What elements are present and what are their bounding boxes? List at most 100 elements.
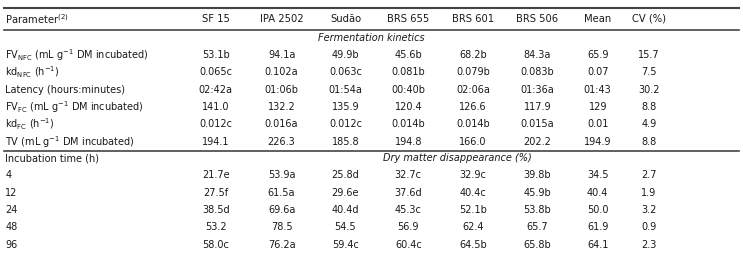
Text: CV (%): CV (%): [632, 14, 666, 24]
Text: BRS 506: BRS 506: [516, 14, 559, 24]
Text: Mean: Mean: [584, 14, 611, 24]
Text: 24: 24: [5, 205, 18, 215]
Text: 0.016a: 0.016a: [265, 119, 299, 130]
Text: 135.9: 135.9: [331, 102, 360, 112]
Text: 1.9: 1.9: [641, 187, 657, 198]
Text: Dry matter disappearance (%): Dry matter disappearance (%): [383, 153, 531, 164]
Text: IPA 2502: IPA 2502: [260, 14, 303, 24]
Text: 32.7c: 32.7c: [395, 170, 422, 180]
Text: 49.9b: 49.9b: [331, 50, 360, 60]
Text: 65.9: 65.9: [587, 50, 609, 60]
Text: 60.4c: 60.4c: [395, 240, 422, 250]
Text: 01:54a: 01:54a: [328, 84, 363, 95]
Text: 59.4c: 59.4c: [332, 240, 359, 250]
Text: 01:06b: 01:06b: [265, 84, 299, 95]
Text: 48: 48: [5, 222, 17, 232]
Text: 01:43: 01:43: [584, 84, 611, 95]
Text: 194.9: 194.9: [584, 137, 611, 147]
Text: 40.4d: 40.4d: [331, 205, 360, 215]
Text: 15.7: 15.7: [638, 50, 660, 60]
Text: 29.6e: 29.6e: [331, 187, 360, 198]
Text: 2.3: 2.3: [641, 240, 657, 250]
Text: TV (mL g$^{-1}$ DM incubated): TV (mL g$^{-1}$ DM incubated): [5, 134, 135, 150]
Text: 45.6b: 45.6b: [395, 50, 422, 60]
Text: 27.5f: 27.5f: [204, 187, 228, 198]
Text: 53.2: 53.2: [205, 222, 227, 232]
Text: 2.7: 2.7: [641, 170, 657, 180]
Text: 02:42a: 02:42a: [199, 84, 233, 95]
Text: 76.2a: 76.2a: [267, 240, 296, 250]
Text: 94.1a: 94.1a: [268, 50, 295, 60]
Text: 69.6a: 69.6a: [268, 205, 295, 215]
Text: 8.8: 8.8: [641, 102, 657, 112]
Text: 0.083b: 0.083b: [521, 67, 554, 77]
Text: 0.014b: 0.014b: [456, 119, 490, 130]
Text: 120.4: 120.4: [395, 102, 422, 112]
Text: 01:36a: 01:36a: [521, 84, 554, 95]
Text: 45.9b: 45.9b: [524, 187, 551, 198]
Text: Incubation time (h): Incubation time (h): [5, 153, 100, 164]
Text: 50.0: 50.0: [587, 205, 609, 215]
Text: Latency (hours:minutes): Latency (hours:minutes): [5, 84, 126, 95]
Text: SF 15: SF 15: [202, 14, 230, 24]
Text: $\mathrm{kd_{FC}}$ (h$^{-1}$): $\mathrm{kd_{FC}}$ (h$^{-1}$): [5, 117, 54, 132]
Text: 37.6d: 37.6d: [395, 187, 422, 198]
Text: 7.5: 7.5: [641, 67, 657, 77]
Text: 38.5d: 38.5d: [202, 205, 230, 215]
Text: 45.3c: 45.3c: [395, 205, 422, 215]
Text: 117.9: 117.9: [524, 102, 551, 112]
Text: 96: 96: [5, 240, 17, 250]
Text: 0.9: 0.9: [641, 222, 657, 232]
Text: 0.065c: 0.065c: [199, 67, 233, 77]
Text: 0.102a: 0.102a: [265, 67, 299, 77]
Text: Parameter$^{(2)}$: Parameter$^{(2)}$: [5, 12, 69, 26]
Text: 00:40b: 00:40b: [392, 84, 425, 95]
Text: 53.9a: 53.9a: [267, 170, 296, 180]
Text: 0.063c: 0.063c: [329, 67, 362, 77]
Text: 141.0: 141.0: [202, 102, 230, 112]
Text: 0.079b: 0.079b: [456, 67, 490, 77]
Text: 12: 12: [5, 187, 18, 198]
Text: 4: 4: [5, 170, 11, 180]
Text: $\mathrm{FV_{FC}}$ (mL g$^{-1}$ DM incubated): $\mathrm{FV_{FC}}$ (mL g$^{-1}$ DM incub…: [5, 99, 144, 115]
Text: $\mathrm{kd_{NFC}}$ (h$^{-1}$): $\mathrm{kd_{NFC}}$ (h$^{-1}$): [5, 65, 59, 80]
Text: 65.8b: 65.8b: [524, 240, 551, 250]
Text: 0.015a: 0.015a: [521, 119, 554, 130]
Text: 25.8d: 25.8d: [331, 170, 360, 180]
Text: 166.0: 166.0: [459, 137, 487, 147]
Text: 62.4: 62.4: [462, 222, 484, 232]
Text: 0.014b: 0.014b: [392, 119, 425, 130]
Text: 40.4: 40.4: [587, 187, 609, 198]
Text: Sudão: Sudão: [330, 14, 361, 24]
Text: 132.2: 132.2: [267, 102, 296, 112]
Text: 39.8b: 39.8b: [524, 170, 551, 180]
Text: 3.2: 3.2: [641, 205, 657, 215]
Text: 32.9c: 32.9c: [459, 170, 487, 180]
Text: 40.4c: 40.4c: [459, 187, 487, 198]
Text: 68.2b: 68.2b: [459, 50, 487, 60]
Text: 21.7e: 21.7e: [202, 170, 230, 180]
Text: 65.7: 65.7: [527, 222, 548, 232]
Text: 56.9: 56.9: [398, 222, 419, 232]
Text: 185.8: 185.8: [331, 137, 360, 147]
Text: 194.1: 194.1: [202, 137, 230, 147]
Text: 34.5: 34.5: [587, 170, 609, 180]
Text: 0.012c: 0.012c: [199, 119, 233, 130]
Text: 54.5: 54.5: [334, 222, 357, 232]
Text: 64.1: 64.1: [587, 240, 609, 250]
Text: Fermentation kinetics: Fermentation kinetics: [318, 33, 425, 43]
Text: $\mathrm{FV_{NFC}}$ (mL g$^{-1}$ DM incubated): $\mathrm{FV_{NFC}}$ (mL g$^{-1}$ DM incu…: [5, 47, 149, 63]
Text: 64.5b: 64.5b: [459, 240, 487, 250]
Text: 78.5: 78.5: [270, 222, 293, 232]
Text: 4.9: 4.9: [641, 119, 657, 130]
Text: BRS 601: BRS 601: [452, 14, 494, 24]
Text: BRS 655: BRS 655: [387, 14, 429, 24]
Text: 53.8b: 53.8b: [524, 205, 551, 215]
Text: 02:06a: 02:06a: [456, 84, 490, 95]
Text: 0.012c: 0.012c: [329, 119, 362, 130]
Text: 61.9: 61.9: [587, 222, 609, 232]
Text: 226.3: 226.3: [267, 137, 296, 147]
Text: 84.3a: 84.3a: [524, 50, 551, 60]
Text: 58.0c: 58.0c: [202, 240, 230, 250]
Text: 8.8: 8.8: [641, 137, 657, 147]
